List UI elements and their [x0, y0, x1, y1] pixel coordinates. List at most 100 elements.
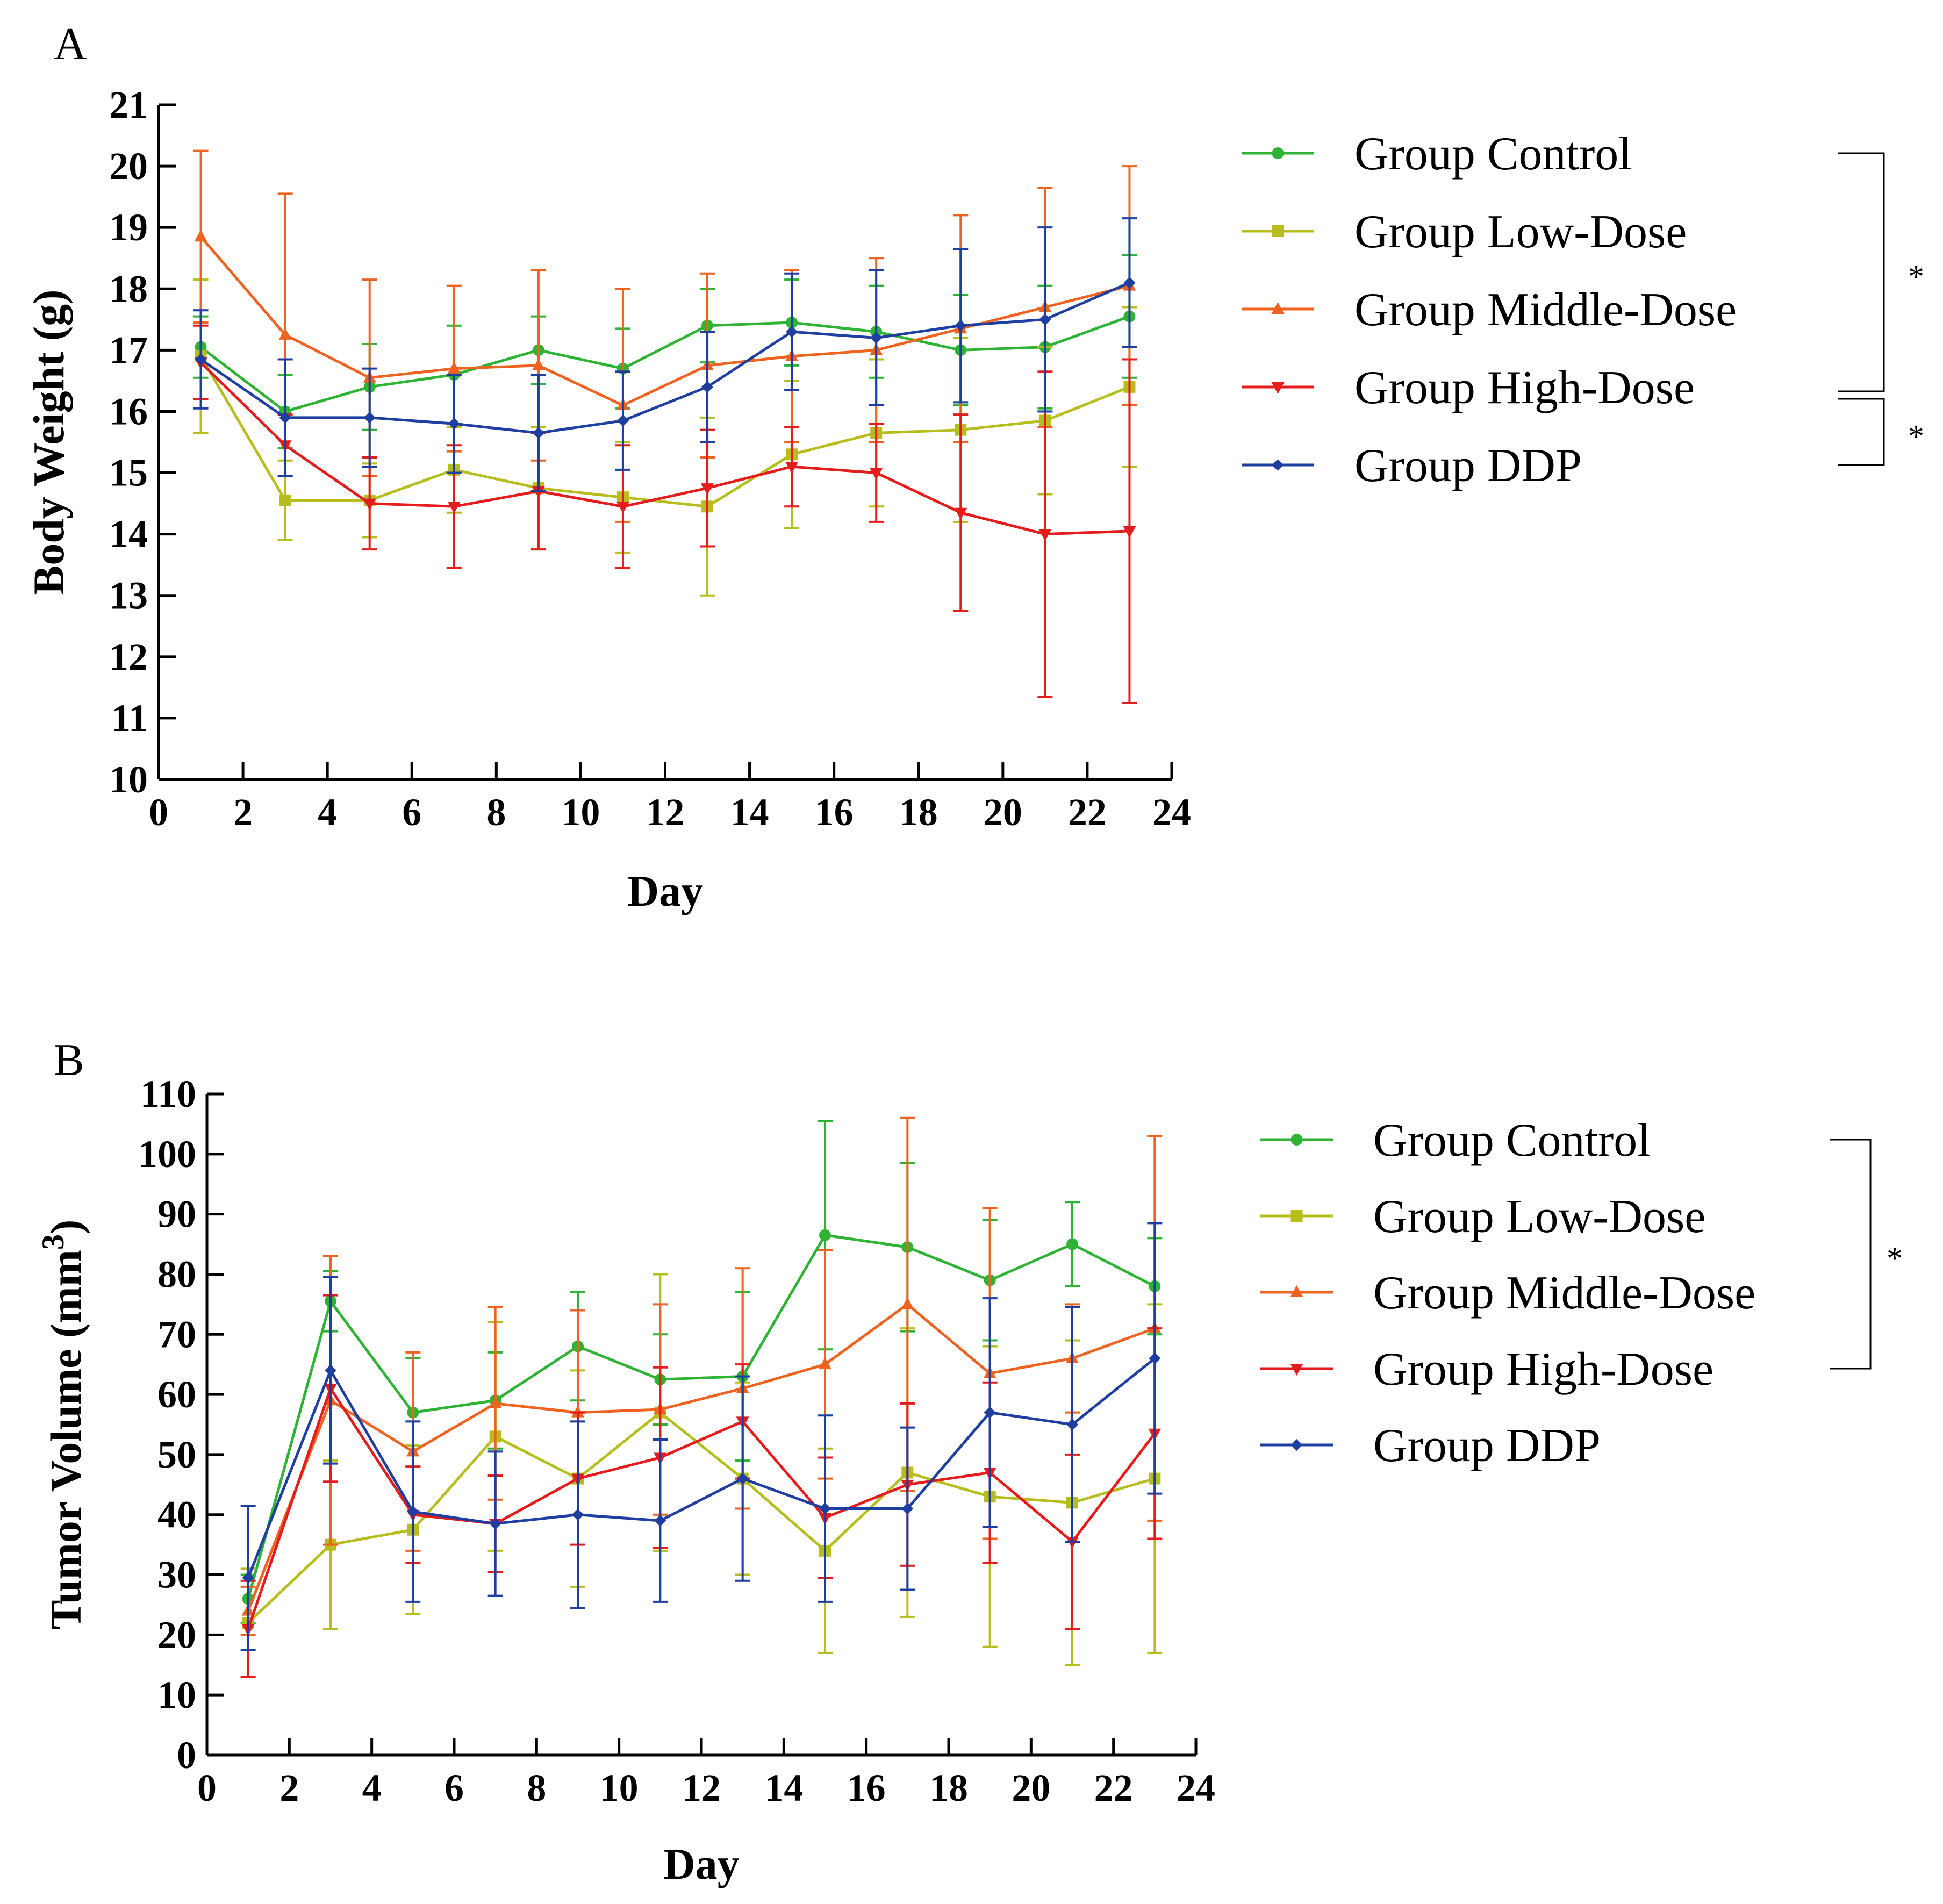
- panel-b-x-tick-label: 10: [600, 1766, 639, 1809]
- panel-a-data-point: [195, 353, 207, 366]
- panel-b-legend-label: Group DDP: [1373, 1420, 1601, 1472]
- panel-a-legend-label: Group Middle-Dose: [1354, 284, 1737, 336]
- panel-b-legend-item: Group DDP: [1260, 1420, 1601, 1472]
- panel-a-series-group-control: [193, 254, 1137, 449]
- panel-b-legend-item: Group Low-Dose: [1260, 1191, 1705, 1243]
- panel-a-data-point: [448, 418, 460, 430]
- panel-b-series-line: [247, 1357, 1156, 1579]
- panel-a-significance-bracket: [1838, 398, 1885, 466]
- panel-a-legend-label: Group Low-Dose: [1354, 206, 1687, 258]
- panel-a-data-point: [1039, 313, 1051, 326]
- panel-a-y-tick-label: 15: [109, 452, 148, 495]
- panel-a-y-tick-label: 19: [109, 206, 148, 249]
- panel-a-series-group-low-dose: [193, 278, 1137, 597]
- panel-a-y-tick-label: 11: [111, 697, 148, 740]
- panel-b-x-tick-label: 8: [527, 1766, 546, 1809]
- panel-b-series-line: [247, 1411, 1156, 1624]
- panel-b-y-tick-label: 100: [138, 1133, 196, 1176]
- panel-a-significance-bracket: [1838, 152, 1885, 392]
- panel-a-legend-item: Group Middle-Dose: [1242, 284, 1737, 336]
- panel-b-significance-star: *: [1887, 1241, 1903, 1276]
- panel-b-legend-label: Group Middle-Dose: [1373, 1267, 1755, 1319]
- panel-a-legend: Group Control Group Low-Dose Group Middle-…: [1242, 128, 1737, 492]
- panel-b-data-point: [1066, 1238, 1078, 1250]
- panel-a-x-tick-label: 14: [730, 791, 769, 834]
- panel-b-x-tick-label: 22: [1094, 1766, 1133, 1809]
- panel-a-legend-label: Group DDP: [1354, 440, 1582, 492]
- panel-b-legend-label: Group Low-Dose: [1373, 1191, 1705, 1243]
- panel-b-series-group-middle-dose: [240, 1116, 1163, 1636]
- panel-b-y-axis-title-main: Tumor Volume (mm: [41, 1250, 90, 1629]
- panel-a-data-point: [363, 411, 376, 424]
- panel-b-data-point: [736, 1472, 749, 1485]
- panel-b-legend-label: Group High-Dose: [1373, 1343, 1713, 1395]
- panel-a-series: [193, 149, 1137, 704]
- panel-a-legend-swatch-marker: [1272, 147, 1284, 159]
- panel-a-data-point: [1123, 526, 1136, 538]
- panel-a-data-point: [616, 502, 629, 514]
- panel-a-significance-star: *: [1908, 259, 1924, 295]
- panel-b-y-tick-label: 70: [157, 1313, 196, 1356]
- panel-b-x-axis-title: Day: [663, 1839, 739, 1888]
- panel-b-y-tick-label: 10: [157, 1673, 196, 1716]
- panel-b-x-tick-label: 16: [847, 1766, 886, 1809]
- panel-b-legend-swatch-marker: [1290, 1134, 1303, 1146]
- panel-b-data-point: [654, 1514, 666, 1527]
- panel-b-legend-swatch-marker: [1290, 1439, 1303, 1451]
- panel-a-series-group-high-dose: [193, 324, 1137, 704]
- panel-a-data-point: [701, 381, 714, 393]
- panel-a-y-tick-label: 18: [109, 267, 148, 310]
- panel-b-axes: 0 2 4 6 8 10 12 14 16 18 20 22 240102030405060708090…: [138, 1072, 1215, 1809]
- panel-b-legend-item: Group High-Dose: [1260, 1343, 1713, 1395]
- panel-b-data-point: [407, 1506, 419, 1518]
- panel-b-y-axis-title-superscript: 3: [35, 1234, 70, 1250]
- panel-a-legend-label: Group Control: [1354, 128, 1632, 180]
- panel-b-legend-swatch-marker: [1290, 1285, 1303, 1297]
- panel-a-x-tick-label: 22: [1068, 791, 1107, 834]
- panel-a-series-line: [200, 315, 1130, 413]
- panel-a-letter: A: [54, 19, 87, 69]
- panel-a-legend-item: Group High-Dose: [1242, 362, 1695, 414]
- panel-a-data-point: [532, 358, 545, 370]
- panel-a-data-point: [786, 326, 798, 338]
- panel-b-data-point: [242, 1572, 254, 1584]
- panel-a-data-point: [447, 361, 461, 374]
- panel-a-data-point: [447, 502, 461, 514]
- panel-b-data-point: [489, 1396, 502, 1408]
- panel-b-legend-item: Group Control: [1260, 1114, 1651, 1166]
- panel-a-series-line: [199, 361, 1130, 536]
- panel-b-series-group-low-dose: [240, 1273, 1163, 1678]
- panel-a-series-group-middle-dose: [193, 149, 1137, 523]
- panel-a-data-point: [954, 507, 967, 520]
- panel-b-x-tick-label: 24: [1177, 1766, 1215, 1809]
- panel-b-x-tick-label: 20: [1012, 1766, 1050, 1809]
- panel-b-x-tick-label: 18: [929, 1766, 968, 1809]
- panel-a-data-point: [701, 483, 714, 496]
- panel-a-data-point: [363, 498, 376, 511]
- panel-a-y-tick-label: 20: [109, 145, 148, 188]
- panel-b-legend-item: Group Middle-Dose: [1260, 1267, 1755, 1319]
- panel-a-y-axis-title: Body Weight (g): [24, 290, 73, 595]
- panel-b-x-tick-label: 12: [682, 1766, 721, 1809]
- panel-a-y-tick-label: 13: [109, 574, 148, 617]
- panel-a-y-tick-label: 12: [109, 635, 148, 678]
- panel-b-significance: *: [1830, 1139, 1903, 1370]
- panel-a: A 0 2 4 6 8 10 12 14 16 18 20 22 2410111213141516171…: [24, 19, 1924, 915]
- panel-b-data-point: [901, 1297, 914, 1309]
- panel-a-data-point: [279, 494, 291, 506]
- panel-a-data-point: [955, 319, 967, 332]
- panel-b-y-tick-label: 50: [157, 1433, 196, 1476]
- panel-b-data-point: [819, 1502, 831, 1515]
- panel-b-y-axis-title: Tumor Volume (mm3): [35, 1220, 91, 1630]
- panel-a-data-point: [616, 414, 629, 427]
- panel-b-y-tick-label: 30: [157, 1554, 196, 1597]
- panel-b-letter: B: [54, 1035, 84, 1085]
- panel-a-significance-star: *: [1908, 419, 1924, 454]
- panel-b-series-line: [247, 1385, 1156, 1629]
- panel-a-y-tick-label: 17: [109, 328, 148, 371]
- panel-b-significance-bracket: [1830, 1139, 1872, 1370]
- panel-a-x-tick-label: 8: [486, 791, 506, 834]
- panel-a-data-point: [1038, 529, 1052, 541]
- panel-b-y-axis-title-end: ): [41, 1220, 90, 1234]
